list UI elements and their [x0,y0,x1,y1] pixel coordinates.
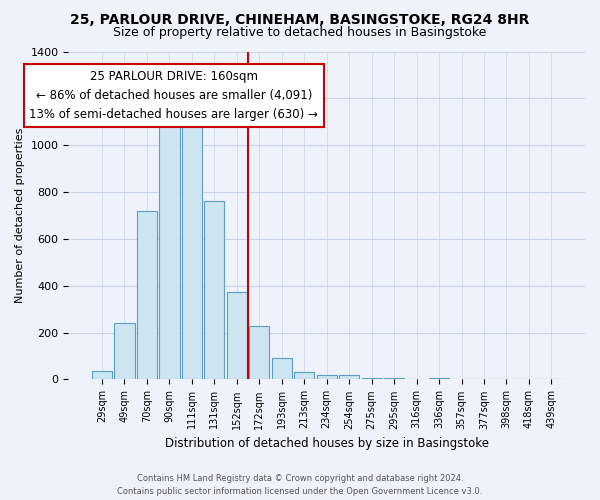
Y-axis label: Number of detached properties: Number of detached properties [15,128,25,303]
Bar [339,375,359,380]
Bar [182,117,202,380]
Bar [159,122,179,380]
Bar [137,211,157,380]
Bar [272,358,292,380]
Text: Contains HM Land Registry data © Crown copyright and database right 2024.
Contai: Contains HM Land Registry data © Crown c… [118,474,482,496]
Text: Size of property relative to detached houses in Basingstoke: Size of property relative to detached ho… [113,26,487,39]
Bar [384,378,404,380]
Text: 25 PARLOUR DRIVE: 160sqm
← 86% of detached houses are smaller (4,091)
13% of sem: 25 PARLOUR DRIVE: 160sqm ← 86% of detach… [29,70,319,121]
Bar [92,371,112,380]
Bar [204,202,224,380]
Bar [317,375,337,380]
X-axis label: Distribution of detached houses by size in Basingstoke: Distribution of detached houses by size … [165,437,489,450]
Bar [429,378,449,380]
Bar [249,326,269,380]
Bar [294,372,314,380]
Bar [115,323,134,380]
Bar [362,378,382,380]
Bar [227,292,247,380]
Text: 25, PARLOUR DRIVE, CHINEHAM, BASINGSTOKE, RG24 8HR: 25, PARLOUR DRIVE, CHINEHAM, BASINGSTOKE… [70,12,530,26]
